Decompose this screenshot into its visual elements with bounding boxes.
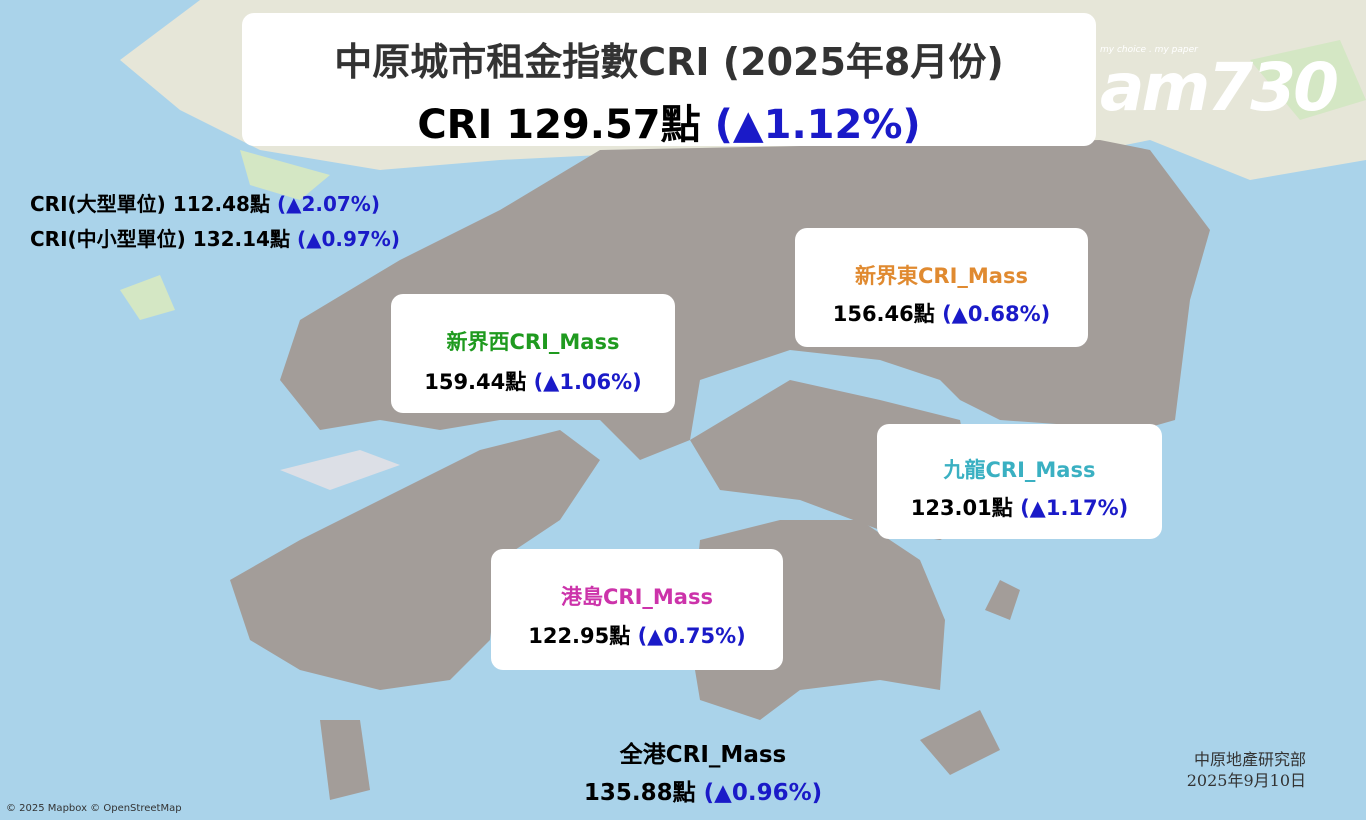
region-box: 新界東CRI_Mass 156.46點 (▲0.68%) [795, 228, 1088, 347]
value: 159.44點 [424, 370, 527, 394]
summary-row: CRI(中小型單位) 132.14點 (▲0.97%) [30, 222, 400, 257]
region-name: 新界東CRI_Mass [855, 264, 1028, 288]
change: (▲1.06%) [533, 370, 642, 394]
summary-row: CRI(大型單位) 112.48點 (▲2.07%) [30, 187, 400, 222]
region-line: 156.46點 (▲0.68%) [795, 298, 1088, 328]
region-name: 九龍CRI_Mass [943, 458, 1096, 482]
date: 2025年9月10日 [1186, 771, 1306, 790]
region-name: 港島CRI_Mass [561, 585, 713, 609]
change: (▲0.75%) [637, 624, 746, 648]
overall: 全港CRI_Mass 135.88點 (▲0.96%) [503, 736, 903, 812]
region-line: 122.95點 (▲0.75%) [491, 620, 783, 650]
region-box: 九龍CRI_Mass 123.01點 (▲1.17%) [877, 424, 1162, 539]
summary: CRI(大型單位) 112.48點 (▲2.07%) CRI(中小型單位) 13… [30, 187, 400, 257]
change: (▲1.17%) [1020, 496, 1129, 520]
airport [280, 450, 400, 490]
headline: CRI 129.57點 (▲1.12%) [242, 92, 1096, 150]
change: (▲0.96%) [703, 780, 823, 806]
change: (▲2.07%) [276, 192, 380, 216]
logo-tagline: my choice . my paper [1100, 45, 1198, 55]
region-name: 新界西CRI_Mass [446, 330, 620, 354]
land-lantau [230, 430, 600, 690]
value: 132.14點 [192, 227, 290, 251]
island-west [120, 275, 175, 320]
attribution: © 2025 Mapbox © OpenStreetMap [6, 803, 182, 814]
change: (▲0.68%) [942, 302, 1051, 326]
region-box: 新界西CRI_Mass 159.44點 (▲1.06%) [391, 294, 675, 413]
region-line: 159.44點 (▲1.06%) [391, 366, 675, 396]
value: 123.01點 [910, 496, 1013, 520]
title: 中原城市租金指數CRI (2025年8月份) [334, 40, 1004, 84]
overall-name: 全港CRI_Mass [619, 742, 787, 768]
overall-line: 135.88點 (▲0.96%) [503, 774, 903, 812]
footer: 中原地產研究部 2025年9月10日 [1187, 749, 1306, 791]
source: 中原地產研究部 [1193, 750, 1306, 769]
change: (▲0.97%) [296, 227, 400, 251]
logo: my choice . my paper am730 [1100, 45, 1339, 126]
label: CRI(中小型單位) [30, 227, 186, 251]
value: 135.88點 [583, 780, 696, 806]
label: CRI(大型單位) [30, 192, 166, 216]
header-box: 中原城市租金指數CRI (2025年8月份) CRI 129.57點 (▲1.1… [242, 13, 1096, 148]
value: 156.46點 [832, 302, 935, 326]
value: 122.95點 [528, 624, 631, 648]
region-box: 港島CRI_Mass 122.95點 (▲0.75%) [491, 549, 783, 670]
region-line: 123.01點 (▲1.17%) [877, 492, 1162, 522]
value: 112.48點 [172, 192, 270, 216]
change: (▲1.12%) [714, 102, 921, 148]
logo-name: am730 [1100, 49, 1339, 126]
index: CRI 129.57點 [417, 102, 701, 148]
